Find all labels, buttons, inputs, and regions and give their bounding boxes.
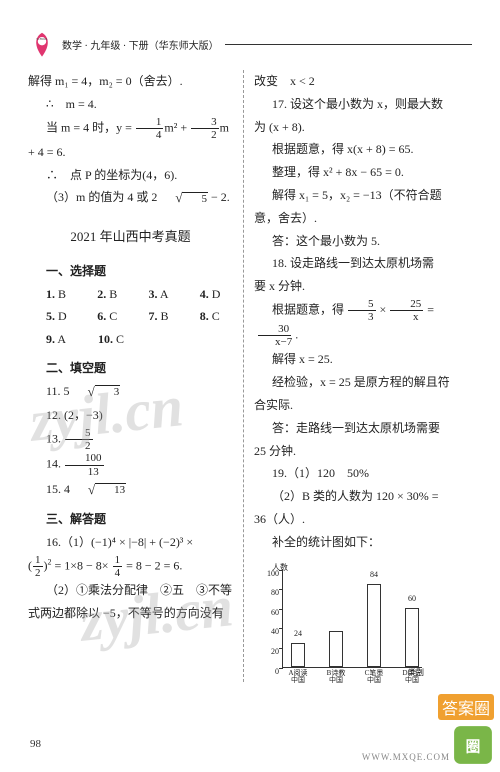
line: 11. 5√3 (28, 380, 233, 405)
chart-bar (329, 631, 343, 666)
mc-row: 9. A 10. C (28, 328, 233, 351)
chart-ytick (279, 628, 283, 629)
right-column: 改变 x < 2 17. 设这个最小数为 x，则最大数 为 (x + 8). 根… (243, 70, 458, 682)
answer-badge: 答案圈 (438, 694, 494, 720)
chart-ytick-label: 80 (259, 585, 279, 600)
chart-ytick-label: 40 (259, 624, 279, 639)
line: 17. 设这个最小数为 x，则最大数 (254, 93, 458, 116)
line: 12. (2，−3) (28, 404, 233, 427)
line: 合实际. (254, 394, 458, 417)
line: 改变 x < 2 (254, 70, 458, 93)
line: （2）①乘法分配律 ②五 ③不等 (28, 579, 233, 602)
line: 解得 x = 25. (254, 348, 458, 371)
line: 解得 x₁ = 5，x₂ = −13（不符合题 (254, 184, 458, 207)
section-heading: 三、解答题 (28, 508, 233, 531)
section-heading: 二、填空题 (28, 357, 233, 380)
line: 答：这个最小数为 5. (254, 230, 458, 253)
chart-xtick-label: D印记中国 (401, 670, 423, 685)
line: （3）m 的值为 4 或 2√5 − 2. (28, 186, 233, 211)
line: 意，舍去）. (254, 207, 458, 230)
chart-xtick-label: A阅读中国 (287, 670, 309, 685)
line: 为 (x + 8). (254, 116, 458, 139)
chart-ytick (279, 589, 283, 590)
chart-bar (367, 584, 381, 666)
chart-bar (291, 643, 305, 667)
chart-xtick-label: C笔墨中国 (363, 670, 385, 685)
exam-title: 2021 年山西中考真题 (28, 225, 233, 250)
chart-axes: 类别 02040608010024A阅读中国B诗教中国84C笔墨中国60D印记中… (282, 570, 422, 668)
svg-text:圈: 圈 (466, 738, 481, 755)
line: 解得 m₁ = 4，m₂ = 0（舍去）. (28, 70, 233, 93)
section-heading: 一、选择题 (28, 260, 233, 283)
line: 要 x 分钟. (254, 275, 458, 298)
line: 补全的统计图如下： (254, 531, 458, 554)
line: 36（人）. (254, 508, 458, 531)
chart-bar-value: 84 (365, 567, 383, 582)
svg-text:SCHOOL: SCHOOL (36, 38, 47, 41)
line: 14. 10013 (28, 452, 233, 477)
line: ∴ 点 P 的坐标为(4，6). (28, 164, 233, 187)
chart-ytick-label: 0 (259, 664, 279, 679)
line: 答：走路线一到达太原机场需要 (254, 417, 458, 440)
chart-ytick (279, 570, 283, 571)
left-column: 解得 m₁ = 4，m₂ = 0（舍去）. ∴ m = 4. 当 m = 4 时… (28, 70, 243, 682)
site-url: WWW.MXQE.COM (362, 752, 450, 762)
line: 19.（1）120 50% (254, 462, 458, 485)
chart-ytick-label: 20 (259, 644, 279, 659)
line: 15. 4√13 (28, 478, 233, 503)
chart-ytick (279, 668, 283, 669)
mc-row: 1. B 2. B 3. A 4. D (28, 283, 233, 306)
corner-logo-icon: 圈 (452, 724, 494, 766)
mc-row: 5. D 6. C 7. B 8. C (28, 305, 233, 328)
chart-bar-value: 24 (289, 626, 307, 641)
bar-chart: 人数 类别 02040608010024A阅读中国B诗教中国84C笔墨中国60D… (254, 562, 424, 682)
line: 13. 52 (28, 427, 233, 452)
line: 整理，得 x² + 8x − 65 = 0. (254, 161, 458, 184)
line: 经检验，x = 25 是原方程的解且符 (254, 371, 458, 394)
chart-xtick-label: B诗教中国 (325, 670, 347, 685)
line: 25 分钟. (254, 440, 458, 463)
line: 当 m = 4 时，y = 14m² + 32m + 4 = 6. (28, 116, 233, 164)
line: (12)2 = 1×8 − 8× 14 = 8 − 2 = 6. (28, 554, 233, 579)
chart-bar-value: 60 (403, 591, 421, 606)
line: 根据题意，得 53 × 25x = 30x−7. (254, 298, 458, 348)
chart-ytick (279, 648, 283, 649)
book-title: 数学 · 九年级 · 下册（华东师大版） (62, 37, 219, 52)
chart-ytick-label: 60 (259, 605, 279, 620)
school-logo-icon: SCHOOL (28, 30, 56, 58)
line: （2）B 类的人数为 120 × 30% = (254, 485, 458, 508)
header-rule (225, 44, 472, 45)
chart-bar (405, 608, 419, 667)
line: 18. 设走路线一到达太原机场需 (254, 252, 458, 275)
line: 式两边都除以 −5，不等号的方向没有 (28, 602, 233, 625)
page-number: 98 (30, 738, 41, 750)
line: 16.（1）(−1)⁴ × |−8| + (−2)³ × (28, 531, 233, 554)
chart-ytick (279, 609, 283, 610)
line: 根据题意，得 x(x + 8) = 65. (254, 138, 458, 161)
chart-ytick-label: 100 (259, 566, 279, 581)
line: ∴ m = 4. (28, 93, 233, 116)
